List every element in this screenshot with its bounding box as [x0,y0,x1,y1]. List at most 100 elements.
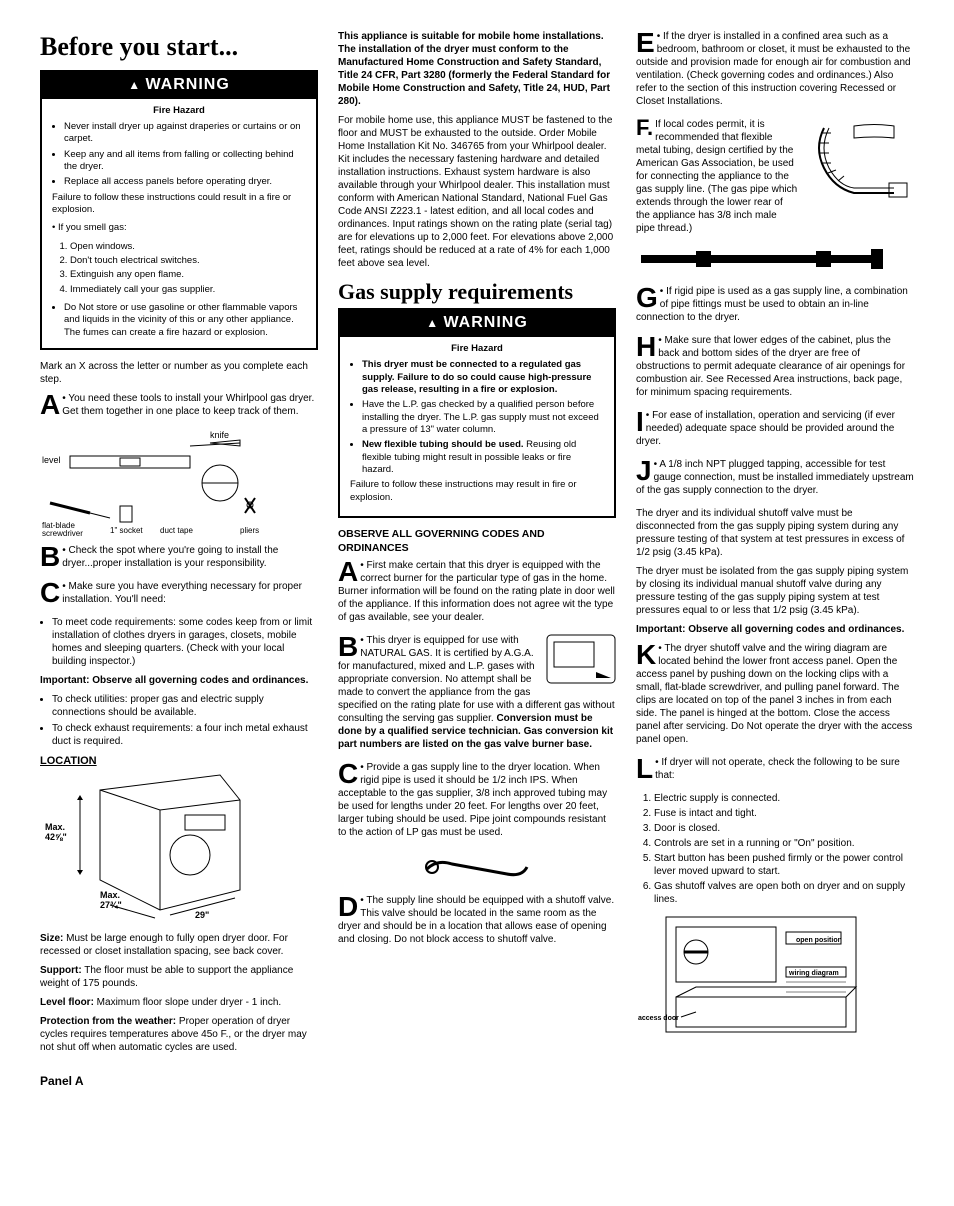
important-2: Important: Observe all governing codes a… [636,623,914,636]
wrench-figure [338,849,616,888]
letter-i: I [636,409,644,434]
gas-title: Gas supply requirements [338,280,616,304]
letter-b: B [40,544,60,569]
step-a: A You need these tools to install your W… [40,392,318,418]
mobile-heading: This appliance is suitable for mobile ho… [338,30,616,108]
step-a-text: You need these tools to install your Whi… [40,392,318,418]
svg-text:42⅝": 42⅝" [45,832,67,842]
svg-text:Max.: Max. [100,890,120,900]
observe-heading: OBSERVE ALL GOVERNING CODES AND ORDINANC… [338,528,616,555]
letter-f: F. [636,118,653,138]
letter-b: B [338,634,358,659]
warning-box-2: WARNING Fire Hazard This dryer must be c… [338,308,616,518]
warn-failure: Failure to follow these instructions cou… [52,192,306,217]
l-item: Gas shutoff valves are open both on drye… [654,880,914,906]
label-knife: knife [210,430,229,440]
gas-d-text: The supply line should be equipped with … [338,894,616,946]
letter-e: E [636,30,655,55]
gas-step-a: A First make certain that this dryer is … [338,559,616,624]
pipe-figure [636,245,914,279]
letter-h: H [636,334,656,359]
label-pliers: pliers [240,526,259,535]
svg-text:Max.: Max. [45,822,65,832]
page-title: Before you start... [40,30,318,64]
gas-step-b: B This dryer is equipped for use with NA… [338,634,616,751]
gas-i-text: For ease of installation, operation and … [636,409,914,448]
warn-bullet: Never install dryer up against draperies… [64,121,306,146]
l-item: Electric supply is connected. [654,792,914,805]
letter-c: C [338,761,358,786]
level-text: Level floor: Maximum floor slope under d… [40,996,318,1009]
warn-last: Do Not store or use gasoline or other fl… [64,302,306,339]
c-bullet: To check utilities: proper gas and elect… [52,693,318,719]
access-panel-figure: open position wiring diagram access door [636,912,914,1046]
letter-a: A [40,392,60,417]
warn-gas-lead: If you smell gas: [52,222,306,234]
step-b-text: Check the spot where you're going to ins… [40,544,318,570]
warn-failure: Failure to follow these instructions may… [350,479,604,504]
l-item: Start button has been pushed firmly or t… [654,852,914,878]
step-c-text: Make sure you have everything necessary … [40,580,318,606]
gas-step-f: F. If local codes permit, it is recommen… [636,118,914,235]
label-tape: duct tape [160,526,193,535]
gas-j3-text: The dryer must be isolated from the gas … [636,565,914,617]
letter-a: A [338,559,358,584]
gas-e-text: If the dryer is installed in a confined … [636,30,914,108]
gas-c-text: Provide a gas supply line to the dryer l… [338,761,616,839]
gas-step: Extinguish any open flame. [70,269,306,281]
svg-text:open position: open position [796,937,842,944]
location-figure: Max. 42⅝" Max. 27¾" 29" [40,770,318,924]
letter-g: G [636,285,658,310]
step-c: C Make sure you have everything necessar… [40,580,318,606]
gas-step: Immediately call your gas supplier. [70,284,306,296]
panel-label: Panel A [40,1074,318,1090]
warn-bullet: New flexible tubing should be used. Reus… [362,439,604,476]
gas-l-text: If dryer will not operate, check the fol… [636,756,914,782]
gas-step-j: J A 1/8 inch NPT plugged tapping, access… [636,458,914,497]
l-item: Door is closed. [654,822,914,835]
warning-header: WARNING [42,72,316,99]
tools-figure: knife level flat-blade screwdriver 1" so… [40,428,318,538]
svg-text:access door: access door [638,1015,679,1022]
label-level: level [42,455,61,465]
protection-text: Protection from the weather: Proper oper… [40,1015,318,1054]
gas-step-k: K The dryer shutoff valve and the wiring… [636,642,914,746]
gas-step-l: L If dryer will not operate, check the f… [636,756,914,782]
gas-k-text: The dryer shutoff valve and the wiring d… [636,642,914,746]
svg-text:screwdriver: screwdriver [42,529,83,538]
flex-tubing-figure [804,118,914,212]
c-bullet: To meet code requirements: some codes ke… [52,616,318,668]
gas-g-text: If rigid pipe is used as a gas supply li… [636,285,914,324]
gas-h-text: Make sure that lower edges of the cabine… [636,334,914,399]
gas-step-d: D The supply line should be equipped wit… [338,894,616,946]
gas-step: Open windows. [70,241,306,253]
column-1: Before you start... WARNING Fire Hazard … [40,30,318,1090]
warn-bullet: Replace all access panels before operati… [64,176,306,188]
gas-a-text: First make certain that this dryer is eq… [338,559,616,624]
letter-j: J [636,458,652,483]
column-3: E If the dryer is installed in a confine… [636,30,914,1090]
size-text: Size: Size: Must be large enough to full… [40,932,318,958]
letter-l: L [636,756,653,781]
letter-d: D [338,894,358,919]
warning-box-1: WARNING Fire Hazard Never install dryer … [40,70,318,350]
warning-subtitle: Fire Hazard [350,343,604,355]
gas-j2-text: The dryer and its individual shutoff val… [636,507,914,559]
warn-bullet: Have the L.P. gas checked by a qualified… [362,399,604,436]
mark-x-text: Mark an X across the letter or number as… [40,360,318,386]
location-heading: LOCATION [40,754,318,768]
l-item: Controls are set in a running or "On" po… [654,837,914,850]
warn-bullet: Keep any and all items from falling or c… [64,149,306,174]
gas-step-g: G If rigid pipe is used as a gas supply … [636,285,914,324]
c-bullet: To check exhaust requirements: a four in… [52,722,318,748]
step-b: B Check the spot where you're going to i… [40,544,318,570]
mobile-body: For mobile home use, this appliance MUST… [338,114,616,270]
gas-step-c: C Provide a gas supply line to the dryer… [338,761,616,839]
warning-header: WARNING [340,310,614,337]
warn-bullet: This dryer must be connected to a regula… [362,359,604,396]
column-2: This appliance is suitable for mobile ho… [338,30,616,1090]
svg-text:29": 29" [195,910,209,920]
gas-step-h: H Make sure that lower edges of the cabi… [636,334,914,399]
gas-step-e: E If the dryer is installed in a confine… [636,30,914,108]
gas-step-i: I For ease of installation, operation an… [636,409,914,448]
